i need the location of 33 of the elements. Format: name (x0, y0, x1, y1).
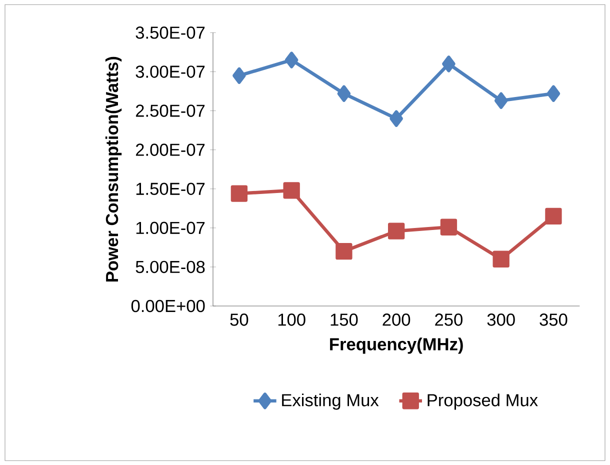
x-tick-label: 150 (330, 314, 358, 326)
point (546, 85, 560, 102)
point (337, 85, 351, 102)
point (492, 250, 510, 268)
y-tick-label: 3.00E-07 (136, 66, 205, 78)
x-tick-label: 100 (278, 314, 306, 326)
y-tick-label: 0.00E+00 (131, 300, 205, 312)
point (442, 56, 456, 72)
y-tick-label: 1.50E-07 (136, 182, 205, 195)
point (390, 110, 403, 127)
x-axis-title: Frequency(MHz) (330, 338, 463, 354)
point (494, 92, 508, 109)
y-tick-label: 3.50E-07 (136, 26, 205, 39)
point (232, 67, 246, 84)
x-tick-label: 300 (487, 314, 515, 326)
point (336, 243, 352, 260)
point (284, 52, 298, 68)
y-axis-title: Power Consumption(Watts) (105, 56, 122, 282)
x-tick-label: 350 (540, 314, 568, 326)
y-tick-label: 1.00E-07 (136, 222, 205, 234)
x-tick-label: 50 (230, 314, 248, 326)
point (230, 185, 248, 202)
x-tick-label: 200 (382, 314, 410, 326)
point (440, 218, 458, 236)
y-tick-label: 2.50E-07 (136, 104, 205, 117)
x-tick-label: 250 (435, 314, 462, 326)
y-tick-label: 5.00E-08 (136, 260, 205, 274)
point (283, 182, 300, 199)
point (545, 208, 562, 225)
y-tick-label: 2.00E-07 (136, 144, 205, 156)
legend-label: Proposed Mux (428, 394, 538, 410)
point (388, 222, 405, 240)
legend-label: Existing Mux (282, 394, 379, 410)
